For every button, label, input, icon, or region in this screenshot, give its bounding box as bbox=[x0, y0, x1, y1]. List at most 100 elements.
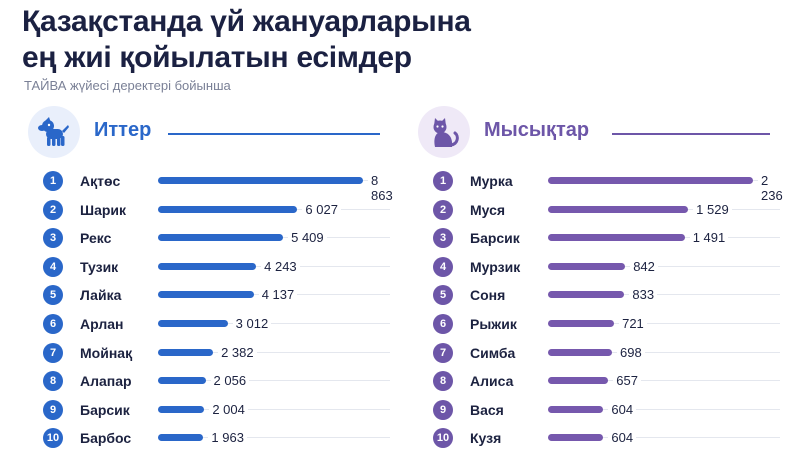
subtitle: ТАЙВА жүйесі деректері бойынша bbox=[24, 78, 231, 93]
dog-name-value-label: 5 409 bbox=[288, 230, 327, 246]
dog-name-row: 6 Арлан 3 012 bbox=[28, 310, 398, 338]
page-title: Қазақстанда үй жануарларына ең жиі қойыл… bbox=[22, 4, 471, 76]
cat-name-rank-badge: 8 bbox=[433, 371, 453, 392]
cat-name-bar bbox=[548, 348, 612, 356]
dog-name-row: 1 Ақтөс 8 863 bbox=[28, 167, 398, 203]
dog-name-name-label: Тузик bbox=[80, 258, 119, 275]
dog-name-name-label: Мойнақ bbox=[80, 344, 133, 361]
dog-name-bar-track bbox=[158, 408, 390, 410]
cat-name-bar-track bbox=[548, 437, 780, 439]
dog-name-value-label: 8 863 bbox=[368, 173, 398, 203]
dog-name-rank-badge: 2 bbox=[43, 199, 63, 220]
cat-name-value-label: 1 529 bbox=[693, 201, 732, 217]
cat-name-value-label: 604 bbox=[608, 401, 637, 417]
dog-name-bar-track bbox=[158, 323, 390, 324]
cat-name-rank-badge: 9 bbox=[433, 399, 453, 420]
dog-icon bbox=[38, 117, 69, 146]
dog-name-rank-badge: 4 bbox=[43, 256, 63, 277]
cat-name-bar-track bbox=[548, 265, 780, 267]
cat-name-row: 1 Мурка 2 236 bbox=[418, 167, 788, 203]
cats-title: Мысықтар bbox=[484, 119, 590, 141]
title-line-1: Қазақстанда үй жануарларына bbox=[22, 5, 471, 38]
cat-name-row: 9 Вася 604 bbox=[418, 396, 788, 424]
cats-header: Мысықтар bbox=[418, 104, 788, 160]
cat-name-row: 2 Муся 1 529 bbox=[418, 196, 788, 224]
dog-name-value-label: 1 963 bbox=[208, 430, 247, 446]
title-line-2: ең жиі қойылатын есімдер bbox=[22, 41, 412, 74]
cat-name-bar-track bbox=[548, 294, 780, 296]
dog-name-value-label: 4 243 bbox=[261, 258, 300, 274]
cat-name-name-label: Соня bbox=[470, 287, 506, 304]
dog-name-value-label: 6 027 bbox=[302, 201, 341, 217]
dog-name-bar-track bbox=[158, 437, 390, 439]
cat-name-row: 4 Мурзик 842 bbox=[418, 253, 788, 281]
cats-chart: Мысықтар 1 Мурка 2 236 2 Муся 1 529 3 Барсик 1 4… bbox=[418, 104, 788, 450]
dog-name-name-label: Барбос bbox=[80, 430, 132, 447]
dogs-divider bbox=[168, 133, 380, 135]
cat-name-bar bbox=[548, 377, 609, 385]
cat-name-value-label: 721 bbox=[619, 316, 647, 331]
cat-badge bbox=[418, 106, 470, 158]
dog-name-row: 10 Барбос 1 963 bbox=[28, 424, 398, 452]
cat-name-bar bbox=[548, 291, 625, 299]
dog-name-value-label: 3 012 bbox=[232, 316, 272, 331]
dog-name-rank-badge: 7 bbox=[43, 342, 63, 363]
dog-name-value-label: 2 004 bbox=[209, 401, 248, 417]
dog-name-rank-badge: 8 bbox=[43, 371, 63, 392]
dog-name-bar bbox=[158, 348, 214, 356]
cat-name-name-label: Барсик bbox=[470, 230, 520, 247]
cat-name-rank-badge: 7 bbox=[433, 342, 453, 363]
dog-name-bar bbox=[158, 405, 205, 413]
dog-name-name-label: Барсик bbox=[80, 401, 130, 418]
dog-name-row: 9 Барсик 2 004 bbox=[28, 396, 398, 424]
cat-name-bar bbox=[548, 205, 689, 213]
cat-name-name-label: Симба bbox=[470, 344, 516, 361]
dog-name-name-label: Рекс bbox=[80, 230, 112, 247]
dog-name-row: 7 Мойнақ 2 382 bbox=[28, 339, 398, 367]
dog-name-name-label: Лайка bbox=[80, 287, 122, 304]
cat-name-rank-badge: 4 bbox=[433, 256, 453, 277]
dog-name-rank-badge: 3 bbox=[43, 228, 63, 249]
cat-name-bar bbox=[548, 434, 604, 442]
dog-name-rank-badge: 1 bbox=[43, 171, 63, 191]
cat-name-bar bbox=[548, 177, 753, 184]
dogs-header: Иттер bbox=[28, 104, 398, 160]
cat-name-bar-track bbox=[548, 323, 780, 324]
cat-name-row: 5 Соня 833 bbox=[418, 281, 788, 309]
cat-name-bar bbox=[548, 262, 626, 270]
dog-badge bbox=[28, 106, 80, 158]
cat-name-bar-track bbox=[548, 380, 780, 382]
dog-name-row: 4 Тузик 4 243 bbox=[28, 253, 398, 281]
cat-name-value-label: 842 bbox=[630, 258, 658, 274]
cat-name-name-label: Мурка bbox=[470, 173, 513, 189]
cat-name-rank-badge: 6 bbox=[433, 314, 453, 334]
cat-name-rank-badge: 2 bbox=[433, 199, 453, 220]
cat-name-rank-badge: 10 bbox=[433, 428, 453, 449]
dog-name-rank-badge: 5 bbox=[43, 285, 63, 306]
cat-name-value-label: 2 236 bbox=[758, 173, 788, 203]
cat-name-bar-track bbox=[548, 351, 780, 353]
cats-divider bbox=[612, 133, 770, 135]
dogs-chart: Иттер 1 Ақтөс 8 863 2 Шарик 6 027 3 Рекс 5 409 4 Т… bbox=[28, 104, 398, 450]
cat-name-name-label: Муся bbox=[470, 201, 506, 218]
dog-name-bar-track bbox=[158, 351, 390, 353]
dog-name-bar bbox=[158, 291, 254, 299]
cat-name-row: 7 Симба 698 bbox=[418, 339, 788, 367]
dog-name-row: 2 Шарик 6 027 bbox=[28, 196, 398, 224]
dog-name-bar bbox=[158, 377, 206, 385]
cat-name-rank-badge: 3 bbox=[433, 228, 453, 249]
dog-name-bar bbox=[158, 262, 257, 270]
cat-name-row: 8 Алиса 657 bbox=[418, 367, 788, 395]
cat-name-name-label: Вася bbox=[470, 401, 504, 418]
cat-name-value-label: 833 bbox=[629, 287, 658, 303]
cat-name-value-label: 698 bbox=[616, 344, 645, 360]
cat-name-name-label: Мурзик bbox=[470, 258, 521, 275]
cat-name-bar-track bbox=[548, 408, 780, 410]
dog-name-rank-badge: 10 bbox=[43, 428, 63, 449]
cat-name-name-label: Алиса bbox=[470, 373, 514, 390]
dog-name-bar bbox=[158, 177, 363, 184]
cat-name-row: 3 Барсик 1 491 bbox=[418, 224, 788, 252]
cat-name-rank-badge: 1 bbox=[433, 171, 453, 191]
dog-name-row: 5 Лайка 4 137 bbox=[28, 281, 398, 309]
dog-name-name-label: Шарик bbox=[80, 201, 127, 218]
